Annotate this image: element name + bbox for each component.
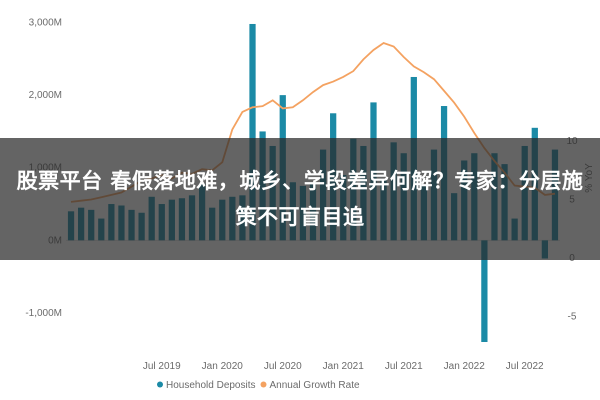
headline-overlay: 股票平台 春假落地难，城乡、学段差异何解？专家：分层施策不可盲目追: [0, 138, 600, 260]
legend-marker: [157, 381, 163, 388]
x-tick-label: Jan 2021: [323, 361, 365, 372]
x-tick-label: Jan 2022: [444, 361, 486, 372]
legend-label: Annual Growth Rate: [270, 380, 360, 391]
left-tick-label: 2,000M: [29, 90, 62, 101]
left-tick-label: -1,000M: [25, 308, 62, 319]
legend-label: Household Deposits: [166, 380, 256, 391]
x-tick-label: Jul 2021: [385, 361, 423, 372]
legend-marker: [260, 381, 267, 388]
deposit-bar: [481, 240, 488, 342]
right-tick-label: -5: [568, 311, 577, 322]
legend: Household Deposits Annual Growth Rate: [157, 380, 360, 391]
x-tick-label: Jan 2020: [202, 361, 244, 372]
x-tick-label: Jul 2019: [143, 361, 181, 372]
x-axis: Jul 2019 Jan 2020 Jul 2020 Jan 2021 Jul 2021…: [143, 361, 544, 372]
x-tick-label: Jul 2020: [264, 361, 302, 372]
deposit-bar: [249, 23, 256, 241]
x-tick-label: Jul 2022: [506, 361, 544, 372]
left-tick-label: 3,000M: [29, 18, 62, 29]
headline-text[interactable]: 股票平台 春假落地难，城乡、学段差异何解？专家：分层施策不可盲目追: [16, 169, 584, 229]
